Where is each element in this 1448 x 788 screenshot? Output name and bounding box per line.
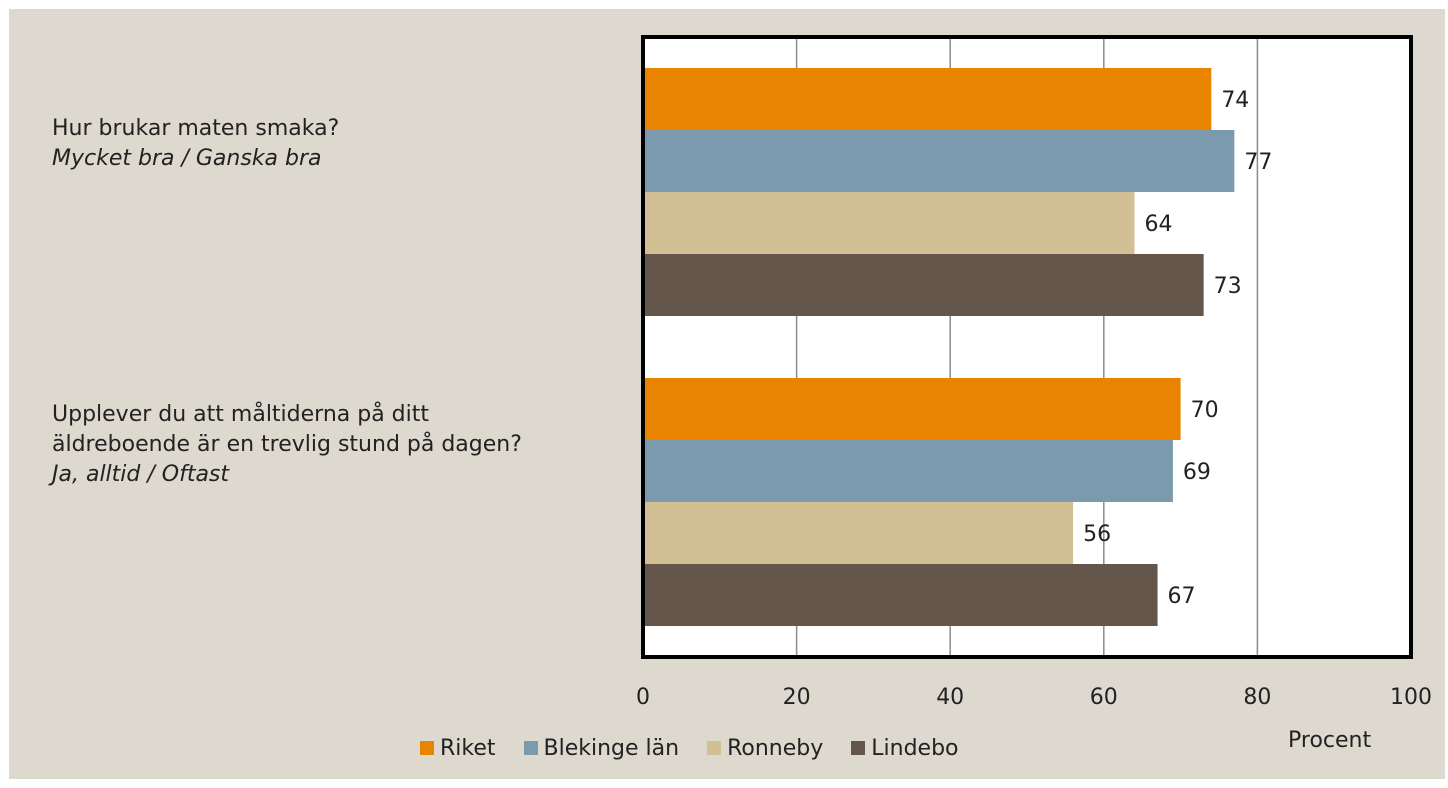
legend-label: Ronneby (727, 735, 824, 761)
x-tick-label: 100 (1390, 685, 1432, 710)
data-label: 56 (1083, 522, 1111, 547)
data-label: 74 (1221, 88, 1249, 113)
data-label: 77 (1244, 150, 1272, 175)
category-label-mealtime: Upplever du att måltiderna på ditt äldre… (52, 400, 572, 490)
legend: Riket Blekinge län Ronneby Lindebo (420, 728, 987, 768)
bar (643, 68, 1212, 130)
bar (643, 254, 1204, 316)
bar (643, 378, 1181, 440)
x-tick-label: 40 (936, 685, 964, 710)
data-label: 73 (1214, 274, 1242, 299)
bar (643, 440, 1173, 502)
data-label: 67 (1168, 584, 1196, 609)
bar (643, 502, 1074, 564)
legend-item: Blekinge län (523, 735, 680, 761)
category-question: Hur brukar maten smaka? (52, 116, 340, 141)
data-label: 70 (1191, 398, 1219, 423)
data-label: 69 (1183, 460, 1211, 485)
legend-label: Blekinge län (543, 735, 680, 761)
x-tick-label: 20 (783, 685, 811, 710)
category-question: Upplever du att måltiderna på ditt äldre… (52, 402, 522, 457)
x-axis-title: Procent (1288, 728, 1372, 753)
x-tick-label: 60 (1090, 685, 1118, 710)
legend-swatch (420, 741, 434, 755)
legend-item: Ronneby (707, 736, 823, 761)
bar (643, 564, 1158, 626)
category-answer: Ja, alltid / Oftast (52, 462, 230, 487)
legend-swatch (707, 741, 722, 755)
data-label: 64 (1145, 212, 1173, 237)
legend-item: Riket (420, 736, 496, 761)
legend-swatch (523, 741, 538, 755)
legend-item: Lindebo (851, 735, 959, 761)
category-answer: Mycket bra / Ganska bra (52, 146, 322, 171)
legend-swatch (851, 741, 866, 755)
bar (643, 192, 1135, 254)
x-tick-label: 0 (636, 685, 650, 710)
legend-label: Riket (440, 735, 496, 761)
category-label-taste: Hur brukar maten smaka? Mycket bra / Gan… (52, 114, 572, 174)
x-tick-label: 80 (1243, 685, 1271, 710)
bar (643, 130, 1235, 192)
plot-border (641, 35, 1413, 659)
legend-label: Lindebo (871, 735, 959, 761)
